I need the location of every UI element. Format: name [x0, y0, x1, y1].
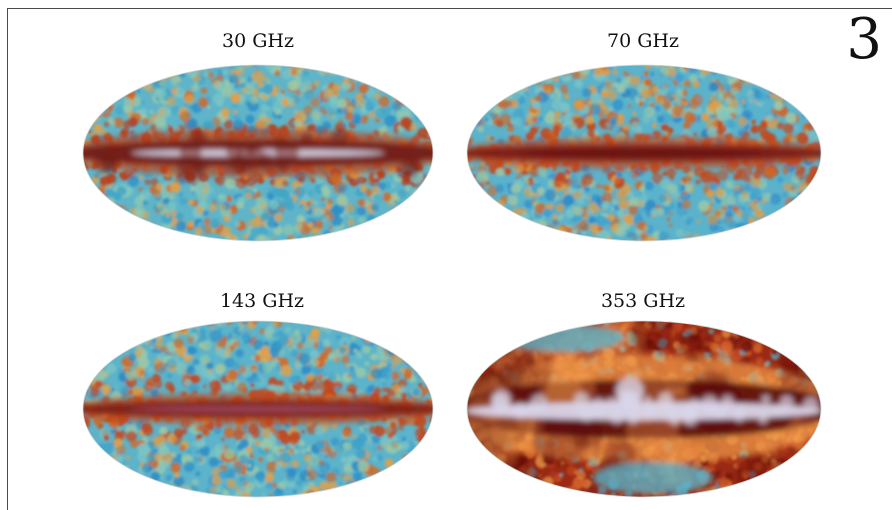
panel-label-143ghz: 143 GHz — [219, 290, 305, 312]
sky-map-143ghz — [82, 320, 434, 498]
sky-map-30ghz — [82, 64, 434, 242]
figure-frame — [7, 8, 892, 510]
sky-map-70ghz — [466, 64, 822, 242]
figure-number: 3 — [846, 7, 882, 72]
sky-map-353ghz — [466, 320, 822, 498]
panel-label-30ghz: 30 GHz — [222, 30, 294, 52]
panel-label-70ghz: 70 GHz — [607, 30, 679, 52]
panel-label-353ghz: 353 GHz — [600, 290, 686, 312]
